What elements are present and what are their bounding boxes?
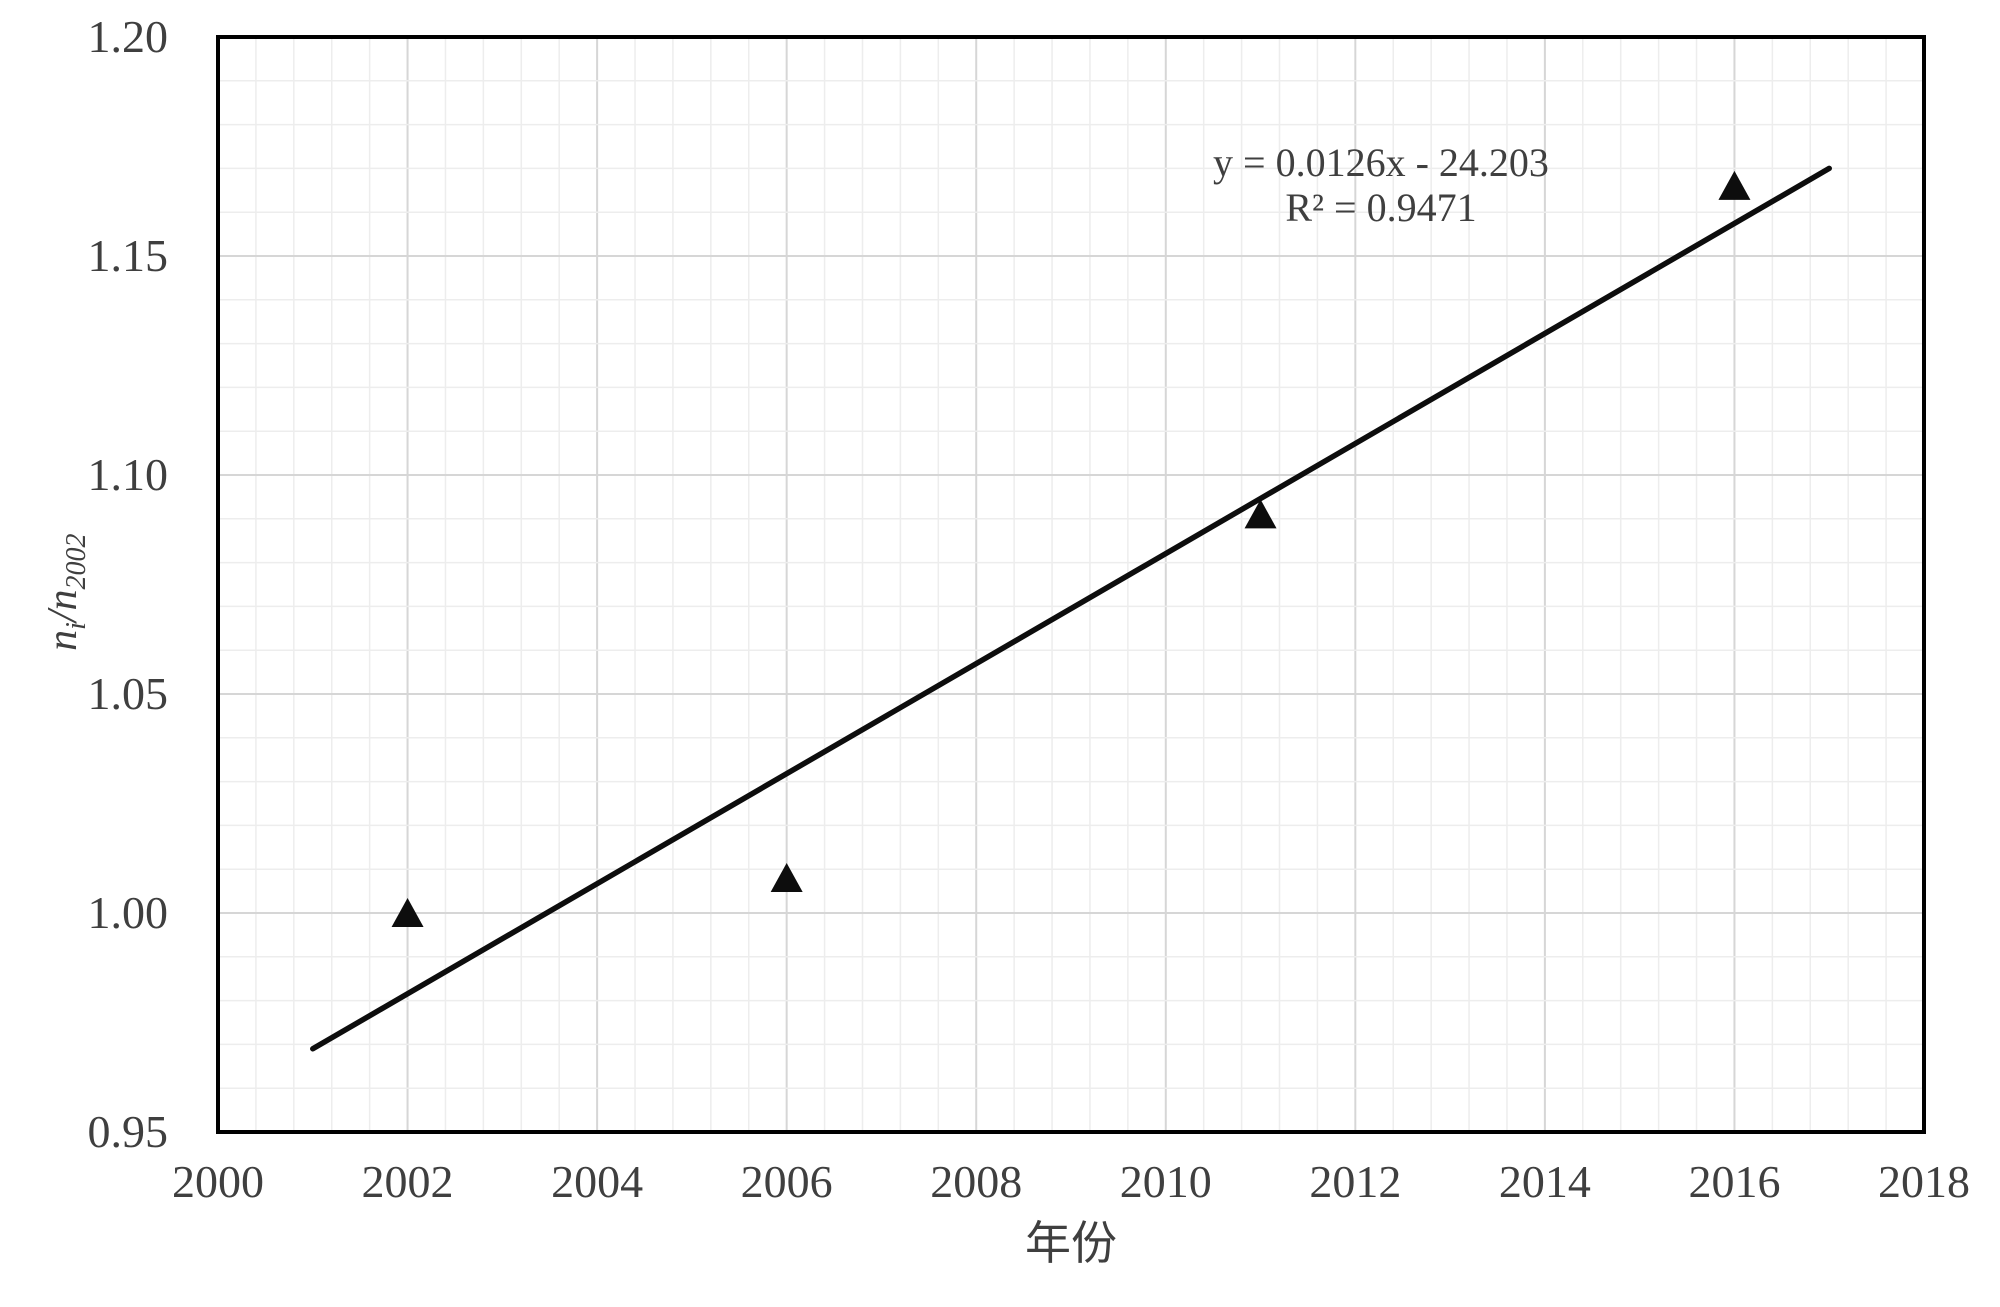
x-tick-label: 2010 — [1119, 1156, 1212, 1207]
plot-border — [216, 35, 1926, 1134]
y-title-slash: / — [39, 610, 86, 623]
y-title-base2: n — [39, 589, 86, 611]
y-tick-label: 1.05 — [87, 668, 169, 719]
y-title-sub1: i — [61, 622, 93, 630]
data-point-marker — [1244, 499, 1277, 529]
trendline-equation: y = 0.0126x - 24.203 R² = 0.9471 — [1151, 140, 1611, 230]
x-tick-label: 2004 — [551, 1156, 644, 1207]
x-tick-label: 2008 — [930, 1156, 1023, 1207]
x-axis-title: 年份 — [1025, 1218, 1117, 1269]
x-tick-label: 2016 — [1688, 1156, 1781, 1207]
y-title-base1: n — [39, 629, 86, 651]
x-tick-label: 2012 — [1309, 1156, 1402, 1207]
data-point-marker — [770, 862, 803, 892]
x-tick-label: 2000 — [172, 1156, 264, 1207]
y-tick-label: 0.95 — [87, 1106, 169, 1157]
equation-line: y = 0.0126x - 24.203 — [1213, 140, 1549, 185]
y-title-sub2: 2002 — [61, 533, 93, 590]
trendline — [310, 165, 1832, 1052]
x-tick-label: 2018 — [1878, 1156, 1970, 1207]
data-point-marker — [1718, 170, 1751, 200]
x-tick-label: 2006 — [740, 1156, 833, 1207]
y-tick-label: 1.15 — [87, 230, 169, 281]
x-tick-label: 2002 — [361, 1156, 454, 1207]
x-tick-label: 2014 — [1498, 1156, 1591, 1207]
y-tick-label: 1.20 — [87, 11, 169, 62]
data-point-marker — [391, 898, 424, 927]
r-squared-line: R² = 0.9471 — [1285, 185, 1477, 230]
y-axis-title: ni/n2002 — [39, 432, 99, 752]
y-tick-label: 1.10 — [87, 449, 169, 500]
y-tick-label: 1.00 — [87, 887, 169, 938]
